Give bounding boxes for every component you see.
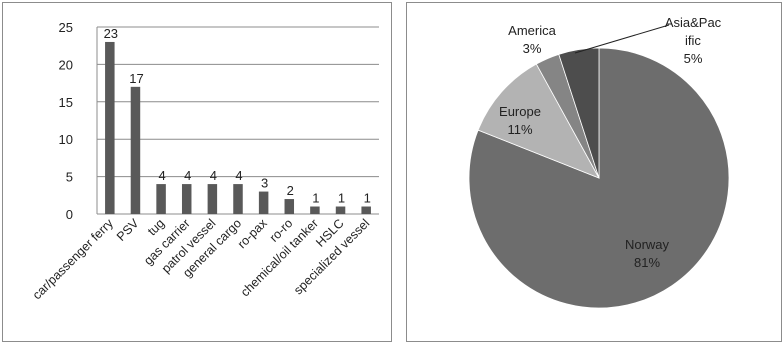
y-tick-label: 20	[59, 57, 73, 72]
slice-percent: 5%	[684, 51, 703, 66]
slice-label: Norway	[625, 237, 670, 252]
pie-slice	[477, 63, 600, 179]
data-label: 1	[338, 191, 345, 206]
bar	[284, 199, 295, 214]
slice-label: ific	[685, 33, 701, 48]
pie-chart-panel: Norway 81% Europe 11% America 3% Asia&Pac ific 5…	[406, 2, 782, 342]
data-label: 17	[129, 71, 143, 86]
bar	[181, 184, 192, 214]
slice-percent: 3%	[523, 41, 542, 56]
pie-slice	[558, 47, 600, 179]
data-label: 4	[158, 168, 165, 183]
data-label: 3	[261, 176, 268, 191]
bar	[130, 86, 141, 214]
bar	[156, 184, 166, 214]
bar	[361, 206, 371, 214]
bar	[105, 41, 115, 215]
slice-label: Europe	[499, 104, 541, 119]
slice-percent: 11%	[507, 122, 532, 137]
slice-percent: 81%	[634, 255, 660, 270]
y-tick-label: 25	[59, 20, 73, 35]
slice-label: Asia&Pac	[665, 15, 722, 30]
bar	[258, 191, 269, 214]
data-label: 4	[235, 168, 242, 183]
y-tick-label: 15	[59, 95, 73, 110]
x-tick-label: PSV	[114, 216, 142, 244]
y-tick-label: 5	[66, 170, 73, 185]
y-tick-label: 10	[59, 132, 73, 147]
bar-chart-panel: 0 5 10 15 20 25 23 car/passenger ferry 17 PSV 4 tug…	[2, 2, 392, 342]
slice-label: America	[508, 23, 556, 38]
data-label: 23	[104, 26, 118, 41]
y-tick-label: 0	[66, 207, 73, 222]
bar	[335, 206, 346, 214]
data-label: 1	[364, 191, 371, 206]
bar	[310, 206, 320, 214]
data-label: 2	[287, 183, 294, 198]
x-tick-label: car/passenger ferry	[30, 216, 117, 303]
data-label: 1	[312, 191, 319, 206]
pie-chart: Norway 81% Europe 11% America 3% Asia&Pac ific 5…	[468, 15, 730, 309]
bar	[233, 184, 243, 214]
bar	[207, 184, 218, 214]
data-label: 4	[184, 168, 191, 183]
x-tick-label: ro-pax	[235, 216, 270, 251]
leader-line	[574, 24, 670, 54]
data-label: 4	[210, 168, 217, 183]
